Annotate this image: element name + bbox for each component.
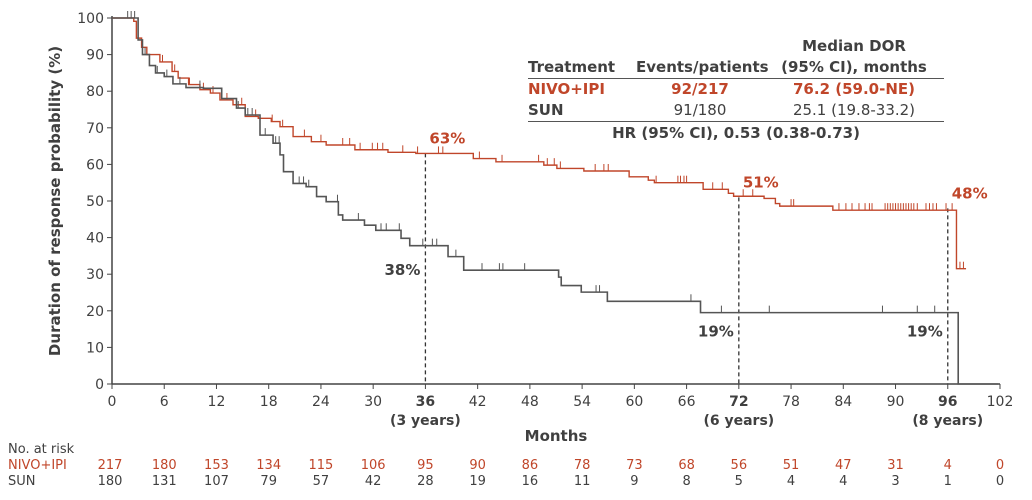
y-tick-label: 30 (86, 267, 104, 283)
risk-value: 68 (678, 458, 695, 473)
x-tick-sublabel: (3 years) (390, 413, 461, 429)
x-tick-label: 84 (834, 394, 852, 410)
risk-value: 115 (309, 458, 334, 473)
risk-value: 28 (417, 474, 434, 489)
risk-value: 57 (313, 474, 330, 489)
risk-value: 106 (361, 458, 386, 473)
header-treatment: Treatment (528, 58, 616, 76)
risk-value: 8 (682, 474, 690, 489)
annotation-label: 19% (907, 322, 943, 340)
y-tick-label: 100 (77, 11, 104, 27)
x-tick-label: 54 (573, 394, 591, 410)
x-tick-sublabel: (8 years) (912, 413, 983, 429)
x-tick-label: 48 (521, 394, 539, 410)
x-tick-label: 60 (625, 394, 643, 410)
risk-value: 51 (783, 458, 800, 473)
risk-value: 5 (735, 474, 743, 489)
table-row-sun: SUN 91/180 25.1 (19.8-33.2) (528, 100, 944, 121)
y-tick-label: 80 (86, 84, 104, 100)
risk-value: 16 (522, 474, 539, 489)
risk-value: 90 (469, 458, 486, 473)
risk-value: 107 (204, 474, 229, 489)
x-tick-label: 96 (938, 394, 957, 410)
x-tick-label: 78 (782, 394, 800, 410)
risk-table-title: No. at risk (8, 442, 75, 457)
x-tick-label: 66 (678, 394, 696, 410)
y-tick-label: 40 (86, 231, 104, 247)
risk-value: 78 (574, 458, 591, 473)
median: 25.1 (19.8-33.2) (792, 101, 916, 119)
annotation-label: 48% (952, 184, 988, 202)
y-tick-label: 90 (86, 48, 104, 64)
risk-value: 11 (574, 474, 591, 489)
risk-value: 0 (996, 474, 1004, 489)
header-median: Median DOR (802, 37, 906, 55)
y-tick-label: 20 (86, 304, 104, 320)
x-tick-label: 90 (887, 394, 905, 410)
risk-value: 4 (787, 474, 795, 489)
y-tick-label: 60 (86, 157, 104, 173)
risk-value: 56 (731, 458, 748, 473)
y-tick-label: 50 (86, 194, 104, 210)
y-tick-label: 70 (86, 121, 104, 137)
x-tick-label: 0 (108, 394, 117, 410)
x-tick-label: 72 (729, 394, 748, 410)
risk-value: 3 (891, 474, 899, 489)
x-tick-label: 30 (364, 394, 382, 410)
risk-value: 86 (522, 458, 539, 473)
risk-row-label: NIVO+IPI (8, 458, 67, 473)
y-tick-label: 10 (86, 340, 104, 356)
risk-value: 217 (98, 458, 123, 473)
risk-value: 79 (260, 474, 277, 489)
x-tick-sublabel: (6 years) (703, 413, 774, 429)
x-tick-label: 12 (208, 394, 226, 410)
y-axis-label: Duration of response probability (%) (46, 46, 64, 356)
risk-value: 19 (469, 474, 486, 489)
risk-value: 131 (152, 474, 177, 489)
hazard-ratio: HR (95% CI), 0.53 (0.38-0.73) (528, 121, 944, 144)
risk-row-label: SUN (8, 474, 36, 489)
risk-value: 0 (996, 458, 1004, 473)
treatment: SUN (528, 101, 564, 119)
risk-value: 95 (417, 458, 434, 473)
risk-value: 180 (98, 474, 123, 489)
treatment: NIVO+IPI (528, 80, 605, 98)
x-tick-label: 42 (469, 394, 487, 410)
risk-value: 134 (256, 458, 281, 473)
annotation-label: 19% (698, 322, 734, 340)
x-tick-label: 6 (160, 394, 169, 410)
header-ci: (95% CI), months (781, 58, 927, 76)
events: 91/180 (673, 101, 727, 119)
header-events: Events/patients (636, 58, 769, 76)
summary-table: Median DOR Treatment Events/patients (95… (528, 36, 944, 144)
x-tick-label: 36 (416, 394, 435, 410)
x-tick-label: 24 (312, 394, 330, 410)
risk-value: 4 (944, 458, 952, 473)
risk-value: 153 (204, 458, 229, 473)
risk-value: 1 (944, 474, 952, 489)
annotation-label: 51% (743, 173, 779, 191)
risk-value: 47 (835, 458, 852, 473)
risk-value: 180 (152, 458, 177, 473)
table-row-nivo: NIVO+IPI 92/217 76.2 (59.0-NE) (528, 78, 944, 100)
risk-value: 42 (365, 474, 382, 489)
risk-value: 4 (839, 474, 847, 489)
km-curve-nivo-ipi (112, 17, 967, 270)
x-axis-label: Months (525, 427, 588, 445)
risk-value: 31 (887, 458, 904, 473)
x-tick-label: 18 (260, 394, 278, 410)
median: 76.2 (59.0-NE) (793, 80, 915, 98)
risk-value: 9 (630, 474, 638, 489)
y-tick-label: 0 (95, 377, 104, 393)
annotation-label: 63% (429, 129, 465, 147)
risk-value: 73 (626, 458, 643, 473)
x-tick-label: 102 (987, 394, 1014, 410)
events: 92/217 (671, 80, 729, 98)
annotation-label: 38% (385, 261, 421, 279)
